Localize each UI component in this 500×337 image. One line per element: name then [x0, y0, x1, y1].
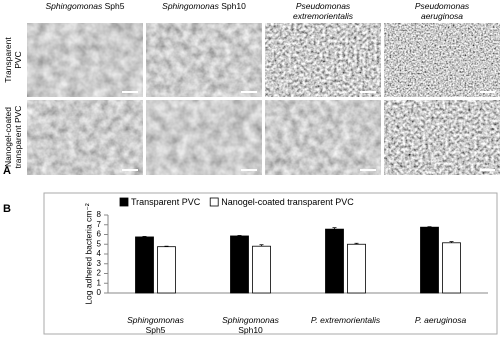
x-tick-label: Sphingomonas Sph10: [222, 315, 279, 335]
bar: [230, 235, 249, 294]
strain: Sph10: [221, 1, 246, 11]
genus: Pseudomonas: [295, 1, 351, 11]
micrograph: [27, 100, 143, 175]
panel-label: B: [3, 203, 11, 215]
y-tick-label: 7: [97, 220, 102, 229]
scale-bars: [122, 91, 495, 171]
legend-swatch: [209, 197, 219, 207]
bar: [420, 226, 439, 294]
y-tick-label: 2: [97, 269, 102, 278]
y-tick-label: 0: [97, 288, 102, 297]
bar: [325, 228, 344, 294]
x-tick-label: P. extremorientalis: [310, 315, 381, 325]
row-label: Nanogel-coated transparent PVC: [3, 105, 23, 169]
legend-swatch: [119, 197, 129, 207]
bar: [135, 236, 154, 294]
y-tick-label: 6: [97, 230, 102, 239]
column-header: Pseudomonas aeruginosa: [384, 1, 500, 21]
y-tick-label: 8: [97, 210, 102, 219]
micrograph: [27, 23, 143, 97]
species: aeruginosa: [420, 11, 464, 21]
micrograph: [146, 23, 262, 97]
legend-label: Transparent PVC: [131, 197, 201, 207]
species: extremorientalis: [293, 11, 353, 21]
y-tick-label: 3: [97, 259, 102, 268]
bar: [442, 242, 461, 294]
panel-label: A: [3, 165, 11, 177]
bar: [347, 243, 366, 294]
chart-frame: [43, 192, 498, 335]
column-header: Sphingomonas Sph5: [27, 1, 143, 11]
genus: Sphingomonas: [162, 1, 219, 11]
strain: Sph5: [104, 1, 125, 11]
y-tick-label: 5: [97, 239, 102, 248]
micrograph: [384, 100, 500, 175]
micrograph: [384, 23, 500, 97]
x-tick-label: Sphingomonas Sph5: [127, 315, 184, 335]
column-header: Sphingomonas Sph10: [146, 1, 262, 11]
genus: Pseudomonas: [414, 1, 470, 11]
x-tick-label: P. aeruginosa: [414, 315, 467, 325]
bar: [157, 246, 176, 294]
legend-label: Nanogel-coated transparent PVC: [221, 197, 354, 207]
row-label: Transparent PVC: [3, 37, 23, 83]
genus: Sphingomonas: [45, 1, 103, 11]
micrographs: [27, 23, 500, 175]
y-tick-label: 4: [97, 249, 102, 258]
micrograph: [265, 23, 381, 97]
micrograph: [265, 100, 381, 175]
y-tick-label: 1: [97, 278, 102, 287]
column-header: Pseudomonas extremorientalis: [265, 1, 381, 21]
y-axis-label: Log adhered bacteria cm⁻²: [83, 203, 93, 305]
micrograph: [146, 100, 262, 175]
bar: [252, 245, 271, 294]
